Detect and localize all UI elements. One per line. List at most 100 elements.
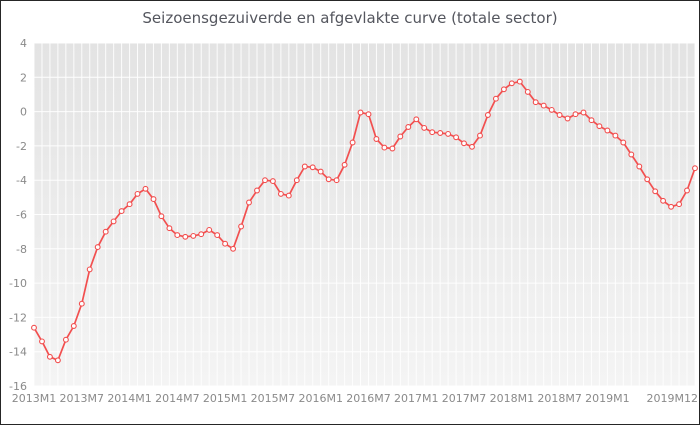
x-axis-tick-label: 2014M7: [155, 392, 199, 405]
data-point-marker: [54, 357, 61, 364]
data-point-marker: [254, 187, 260, 194]
data-point-marker: [341, 161, 348, 168]
data-point-marker: [508, 80, 515, 87]
data-point-marker: [262, 177, 268, 184]
data-point-marker: [277, 190, 284, 197]
data-point-marker: [158, 213, 165, 220]
y-axis-tick-label: 2: [20, 71, 27, 84]
data-point-marker: [70, 323, 77, 329]
data-point-marker: [389, 145, 396, 152]
x-axis-tick-label: 2018M7: [537, 392, 581, 405]
data-point-marker: [684, 187, 690, 194]
x-axis-tick-label: 2017M1: [394, 392, 438, 405]
data-point-marker: [397, 133, 404, 140]
data-point-marker: [126, 201, 133, 208]
data-point-marker: [166, 225, 173, 232]
data-point-marker: [532, 99, 539, 106]
data-point-marker: [150, 196, 157, 203]
x-axis-tick-label: 2014M1: [107, 392, 151, 405]
data-point-marker: [644, 176, 651, 183]
data-point-marker: [628, 151, 635, 158]
data-point-marker: [596, 123, 603, 130]
data-point-marker: [78, 300, 85, 307]
y-axis-tick-label: -6: [16, 209, 27, 222]
data-point-marker: [118, 208, 125, 215]
data-point-marker: [413, 116, 420, 123]
data-point-marker: [31, 324, 37, 331]
y-axis-tick-label: -16: [9, 380, 27, 393]
data-point-marker: [524, 88, 531, 95]
data-point-marker: [572, 111, 579, 118]
data-point-marker: [405, 124, 412, 130]
data-point-marker: [500, 86, 507, 93]
data-point-marker: [381, 144, 388, 151]
data-point-marker: [588, 117, 595, 124]
data-point-marker: [548, 106, 555, 113]
x-axis-tick-label: 2019M1: [585, 392, 629, 405]
data-point-marker: [429, 129, 436, 136]
data-point-marker: [365, 111, 372, 118]
data-point-marker: [190, 232, 197, 239]
data-point-marker: [692, 165, 698, 172]
data-point-marker: [198, 231, 205, 238]
data-point-marker: [604, 127, 611, 134]
data-point-marker: [461, 140, 467, 147]
x-axis-tick-label: 2015M7: [251, 392, 295, 405]
y-axis-tick-label: 0: [20, 106, 27, 119]
chart-title: Seizoensgezuiverde en afgevlakte curve (…: [142, 9, 558, 27]
data-point-marker: [437, 130, 444, 136]
data-point-marker: [333, 177, 340, 184]
data-point-marker: [301, 163, 308, 170]
data-point-marker: [246, 199, 252, 206]
data-point-marker: [206, 226, 213, 233]
data-point-marker: [293, 177, 300, 184]
data-point-marker: [222, 240, 229, 247]
x-axis-tick-label: 2017M7: [442, 392, 486, 405]
data-point-marker: [652, 188, 659, 195]
data-point-marker: [46, 353, 53, 360]
data-point-marker: [230, 245, 237, 252]
data-point-marker: [39, 338, 45, 345]
data-point-marker: [182, 233, 189, 240]
data-point-marker: [142, 185, 149, 192]
data-point-marker: [516, 78, 523, 85]
data-point-marker: [421, 124, 428, 131]
data-point-marker: [580, 109, 587, 116]
data-point-marker: [469, 143, 475, 150]
data-point-marker: [445, 130, 452, 137]
data-point-marker: [94, 244, 101, 251]
data-point-marker: [214, 232, 221, 239]
data-point-marker: [620, 139, 627, 146]
x-axis-tick-label: 2013M7: [60, 392, 104, 405]
data-point-marker: [564, 115, 571, 122]
data-point-marker: [357, 109, 364, 116]
x-axis-tick-label: 2016M7: [346, 392, 390, 405]
x-axis-tick-label: 2013M1: [12, 392, 56, 405]
data-point-marker: [676, 201, 683, 208]
data-point-marker: [453, 134, 460, 141]
y-axis-tick-label: -14: [9, 346, 27, 359]
data-point-marker: [556, 112, 563, 118]
y-axis-tick-label: -10: [9, 277, 27, 290]
data-point-marker: [325, 176, 332, 183]
data-point-marker: [86, 266, 93, 273]
data-point-marker: [174, 232, 181, 239]
data-point-marker: [540, 102, 547, 109]
x-axis-tick-label: 2015M1: [203, 392, 247, 405]
y-axis-tick-label: -4: [16, 174, 27, 187]
data-point-marker: [349, 139, 356, 146]
data-point-marker: [285, 192, 292, 199]
data-point-marker: [484, 112, 491, 118]
data-point-marker: [660, 197, 667, 204]
data-point-marker: [269, 178, 276, 185]
data-point-marker: [309, 164, 316, 171]
y-axis-tick-label: -12: [9, 311, 27, 324]
x-axis-tick-label: 2016M1: [298, 392, 342, 405]
y-axis-tick-label: -8: [16, 243, 27, 256]
data-point-marker: [238, 223, 245, 230]
data-point-marker: [668, 203, 675, 210]
data-point-marker: [102, 228, 109, 235]
data-point-marker: [373, 136, 380, 142]
